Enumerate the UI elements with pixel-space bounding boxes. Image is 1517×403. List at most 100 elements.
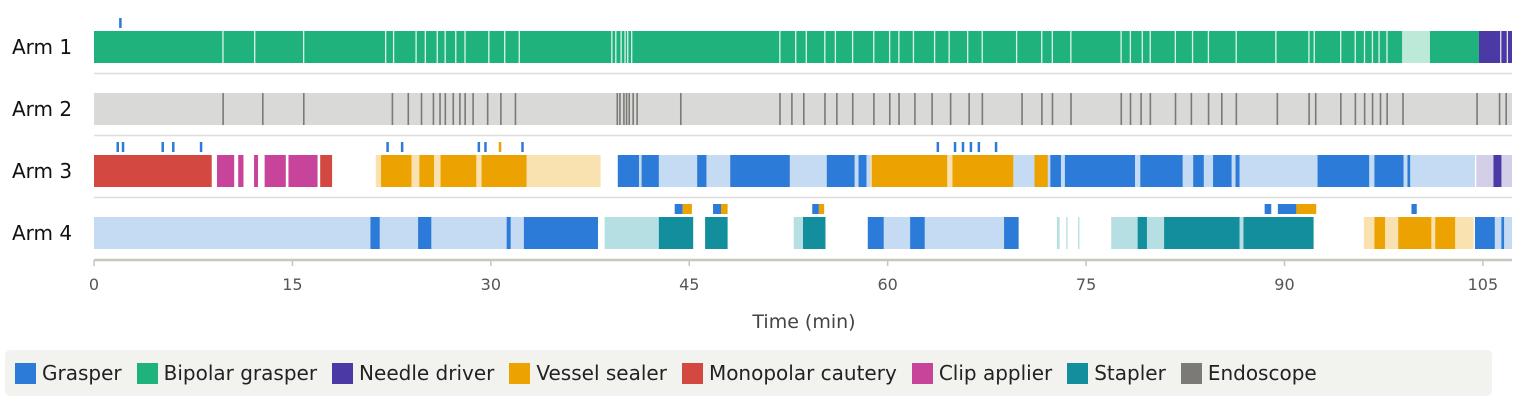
segment-grasper [1374, 155, 1404, 187]
segment-grasper [1193, 155, 1204, 187]
segment-monopolar-cautery [94, 155, 212, 187]
segment-endoscope [1174, 93, 1177, 125]
segment-endoscope [1120, 93, 1123, 125]
segment-gap [1015, 31, 1018, 63]
legend-label: Vessel sealer [536, 361, 667, 385]
segment-clip-applier [238, 155, 244, 187]
segment-endoscope [1308, 93, 1310, 125]
segment-endoscope [873, 93, 875, 125]
marker-grasper [713, 204, 721, 214]
segment-clip-applier [264, 155, 286, 187]
segment-endoscope [407, 93, 410, 125]
segment-grasper [641, 155, 659, 187]
segment-endoscope [625, 93, 628, 125]
marker-vessel-sealer [498, 142, 502, 152]
segment-gap [1275, 31, 1277, 63]
x-tick-label: 105 [1468, 275, 1499, 294]
arm-label: Arm 1 [12, 35, 72, 59]
segment-endoscope [632, 93, 634, 125]
segment-gap [898, 31, 900, 63]
segment-endoscope [1129, 93, 1132, 125]
segment-endoscope [914, 93, 916, 125]
segment-endoscope [391, 93, 394, 125]
segment-endoscope [898, 93, 900, 125]
marker-grasper [1277, 204, 1297, 214]
segment-endoscope [1379, 93, 1382, 125]
marker-vessel-sealer [720, 204, 728, 214]
time-axis: 0 15 30 45 60 75 90 105 Time (min) [89, 258, 1512, 333]
legend-label: Monopolar cautery [708, 361, 897, 385]
segment-gap [1500, 31, 1502, 63]
segment-gap [1313, 31, 1315, 63]
x-tick-label: 30 [481, 275, 501, 294]
legend-item-endoscope: Endoscope [1180, 361, 1317, 385]
segment-endoscope [1363, 93, 1366, 125]
legend-swatch [509, 362, 531, 384]
segment-gap [1354, 31, 1356, 63]
segment-grasper [1235, 155, 1240, 187]
segment-gap [981, 31, 983, 63]
segment-vessel-sealer [381, 155, 412, 187]
segment-endoscope [1354, 93, 1357, 125]
x-tick-label: 0 [89, 275, 99, 294]
segment-gap [504, 31, 506, 63]
segment-stapler [1164, 217, 1240, 249]
marker-grasper [121, 142, 125, 152]
segment-gap [851, 31, 854, 63]
segment-grasper [826, 155, 855, 187]
x-axis-title: Time (min) [751, 311, 855, 333]
segment-grasper [506, 217, 511, 249]
segment-gap [1235, 31, 1237, 63]
arm-row-1: Arm 1 [12, 18, 1512, 75]
segment-endoscope [836, 93, 838, 125]
segment-endoscope [1505, 93, 1507, 125]
segment-grasper [1474, 217, 1495, 249]
segment-endoscope [1220, 93, 1223, 125]
segment-gap [1051, 31, 1053, 63]
segment-gap [1340, 31, 1342, 63]
segment-endoscope [261, 93, 264, 125]
legend-swatch [136, 362, 158, 384]
segment-endoscope [486, 93, 489, 125]
segment-grasper [1050, 155, 1061, 187]
marker-grasper [1411, 204, 1417, 214]
segment-endoscope [439, 93, 441, 125]
segment-vessel-sealer [1034, 155, 1048, 187]
legend-label: Stapler [1094, 361, 1166, 385]
segment-gap [1041, 31, 1043, 63]
segment-endoscope [679, 93, 682, 125]
legend-item-bipolar-grasper: Bipolar grasper [136, 361, 318, 385]
segment-bipolar-grasper [1402, 31, 1430, 63]
marker-grasper [116, 142, 119, 152]
legend-item-vessel-sealer: Vessel sealer [509, 361, 667, 385]
segment-gap [1149, 31, 1151, 63]
segment-endoscope [803, 93, 805, 125]
legend: Grasper Bipolar grasper Needle driver Vesse… [5, 350, 1492, 396]
marker-grasper [400, 142, 404, 152]
segment-clip-applier [288, 155, 318, 187]
legend-label: Bipolar grasper [163, 361, 318, 385]
segment-gap [392, 31, 395, 63]
segment-gap [779, 31, 781, 63]
legend-item-monopolar-cautery: Monopolar cautery [681, 361, 897, 385]
segment-endoscope [1476, 93, 1478, 125]
segment-vessel-sealer [1398, 217, 1432, 249]
segment-gap [444, 31, 446, 63]
legend-label: Endoscope [1207, 361, 1317, 385]
segment-grasper [370, 217, 380, 249]
legend-item-grasper: Grasper [15, 361, 122, 385]
segment-clip-applier [254, 155, 259, 187]
segment-bipolar-grasper [94, 31, 1403, 63]
segment-vessel-sealer [419, 155, 434, 187]
segment-endoscope [968, 93, 970, 125]
marker-grasper [172, 142, 175, 152]
legend-swatch [681, 362, 703, 384]
marker-grasper [119, 18, 122, 28]
legend-item-needle-driver: Needle driver [332, 361, 494, 385]
segment-endoscope [420, 93, 423, 125]
segment-gap [1378, 31, 1380, 63]
legend-item-stapler: Stapler [1067, 361, 1166, 385]
segment-gap [488, 31, 490, 63]
segment-grasper [858, 155, 867, 187]
segment-gap [631, 31, 633, 63]
